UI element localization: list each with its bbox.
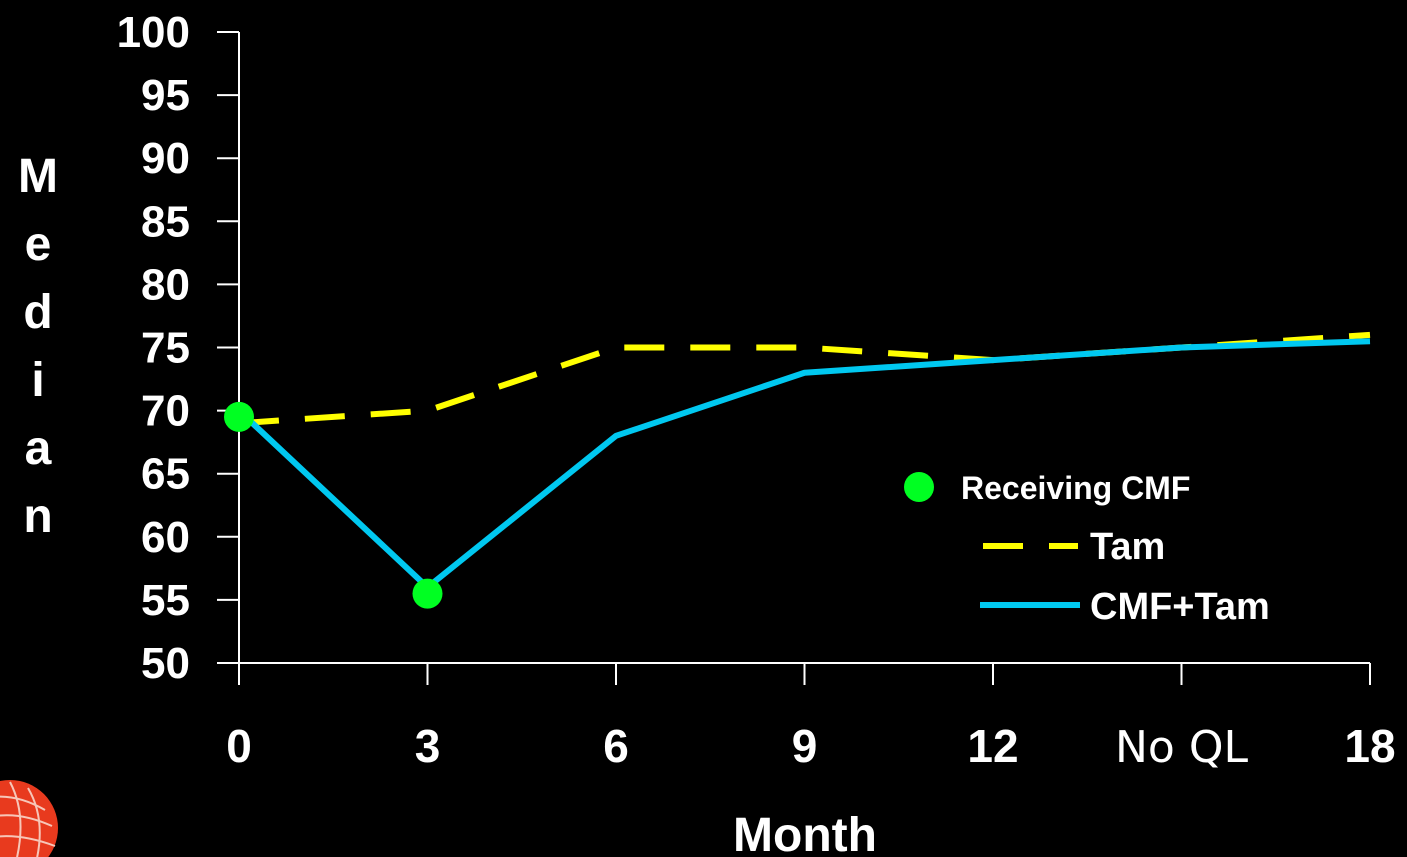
y-axis-title-letter: M [18, 150, 58, 203]
legend-label-tam: Tam [1090, 526, 1165, 568]
x-tick-label: No QL [1115, 722, 1248, 773]
x-tick-label: 12 [967, 720, 1018, 772]
series-layer [236, 331, 1371, 591]
legend: Receiving CMF Tam CMF+Tam [904, 470, 1270, 628]
legend-marker-receiving-cmf [904, 472, 934, 502]
y-axis-title-letter: i [31, 354, 44, 407]
y-tick-label: 65 [141, 450, 190, 499]
y-tick-label: 85 [141, 197, 190, 246]
y-tick-label: 100 [117, 8, 190, 57]
y-axis-title-letter: a [25, 422, 52, 475]
x-axis-title: Month [733, 809, 877, 857]
x-tick-label: 9 [792, 720, 818, 772]
y-tick-label: 90 [141, 134, 190, 183]
y-tick-label: 75 [141, 324, 190, 373]
receiving-cmf-marker [412, 578, 443, 609]
series-line-cmf-tam [236, 338, 1371, 591]
y-tick-label: 55 [141, 576, 190, 625]
x-tick-label: 3 [415, 720, 441, 772]
x-tick-label: 0 [226, 720, 252, 772]
y-tick-label: 80 [141, 260, 190, 309]
y-axis-ticks: 50 55 60 65 70 75 80 85 90 95 100 [117, 8, 239, 688]
y-axis-title-letter: d [23, 286, 52, 339]
receiving-cmf-marker [224, 401, 254, 432]
legend-label-cmf-tam: CMF+Tam [1090, 586, 1270, 628]
x-axis-ticks: 0 3 6 9 12 No QL 18 [226, 663, 1396, 773]
x-tick-label: 18 [1344, 720, 1395, 772]
y-tick-label: 70 [141, 387, 190, 436]
legend-label-receiving-cmf: Receiving CMF [961, 470, 1190, 506]
marker-layer [224, 401, 443, 609]
y-axis-title-letter: n [23, 490, 52, 543]
x-tick-label: 6 [603, 720, 629, 772]
y-tick-label: 60 [141, 513, 190, 562]
y-axis-title-letter: e [25, 218, 52, 271]
globe-logo-icon [0, 780, 58, 857]
y-tick-label: 95 [141, 71, 190, 120]
y-tick-label: 50 [141, 639, 190, 688]
